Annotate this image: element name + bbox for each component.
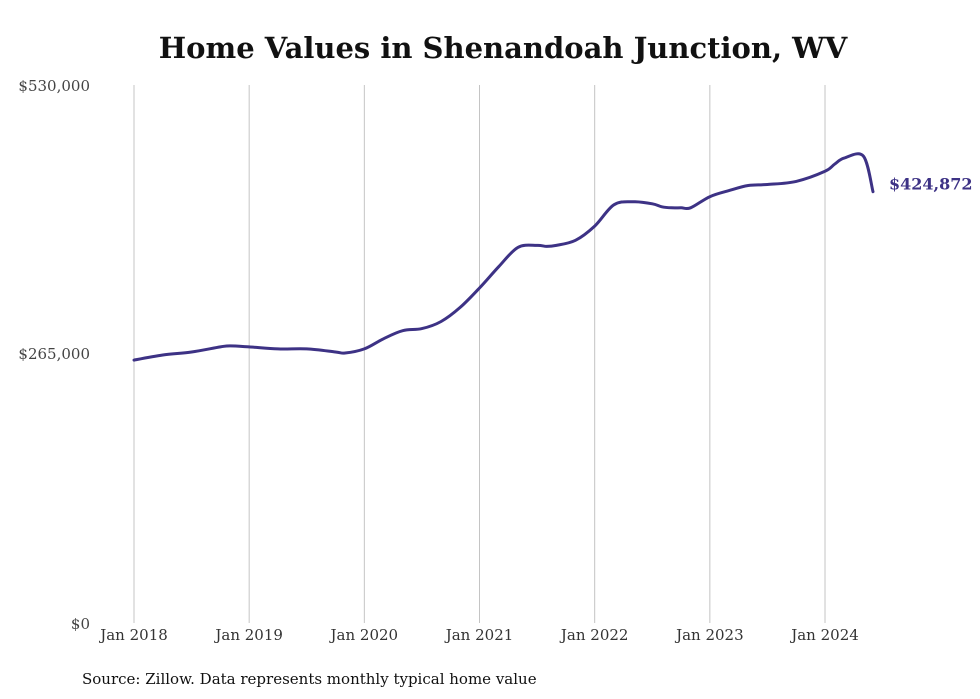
y-tick-label-zero: $0 (71, 615, 90, 633)
x-tick-label-jan-2019: Jan 2019 (213, 626, 283, 644)
chart-title: Home Values in Shenandoah Junction, WV (159, 31, 848, 65)
y-tick-label-mid: $265,000 (18, 345, 90, 363)
x-tick-label-jan-2020: Jan 2020 (329, 626, 399, 644)
latest-value-label: $424,872 (889, 175, 973, 194)
x-tick-label-jan-2022: Jan 2022 (559, 626, 629, 644)
vertical-gridlines (133, 85, 826, 623)
x-tick-labels: Jan 2018 Jan 2019 Jan 2020 Jan 2021 Jan 2022… (98, 626, 859, 644)
source-note: Source: Zillow. Data represents monthly … (82, 670, 537, 688)
x-tick-label-jan-2021: Jan 2021 (444, 626, 514, 644)
x-tick-label-jan-2018: Jan 2018 (98, 626, 168, 644)
home-value-line (132, 152, 875, 362)
x-tick-label-jan-2023: Jan 2023 (674, 626, 744, 644)
x-tick-label-jan-2024: Jan 2024 (789, 626, 859, 644)
y-tick-label-top: $530,000 (18, 77, 90, 95)
